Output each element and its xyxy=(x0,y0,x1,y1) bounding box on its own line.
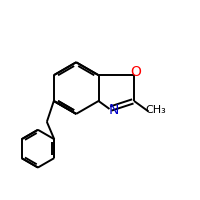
Text: O: O xyxy=(130,65,141,79)
Text: CH₃: CH₃ xyxy=(146,105,166,115)
Text: N: N xyxy=(109,103,119,117)
